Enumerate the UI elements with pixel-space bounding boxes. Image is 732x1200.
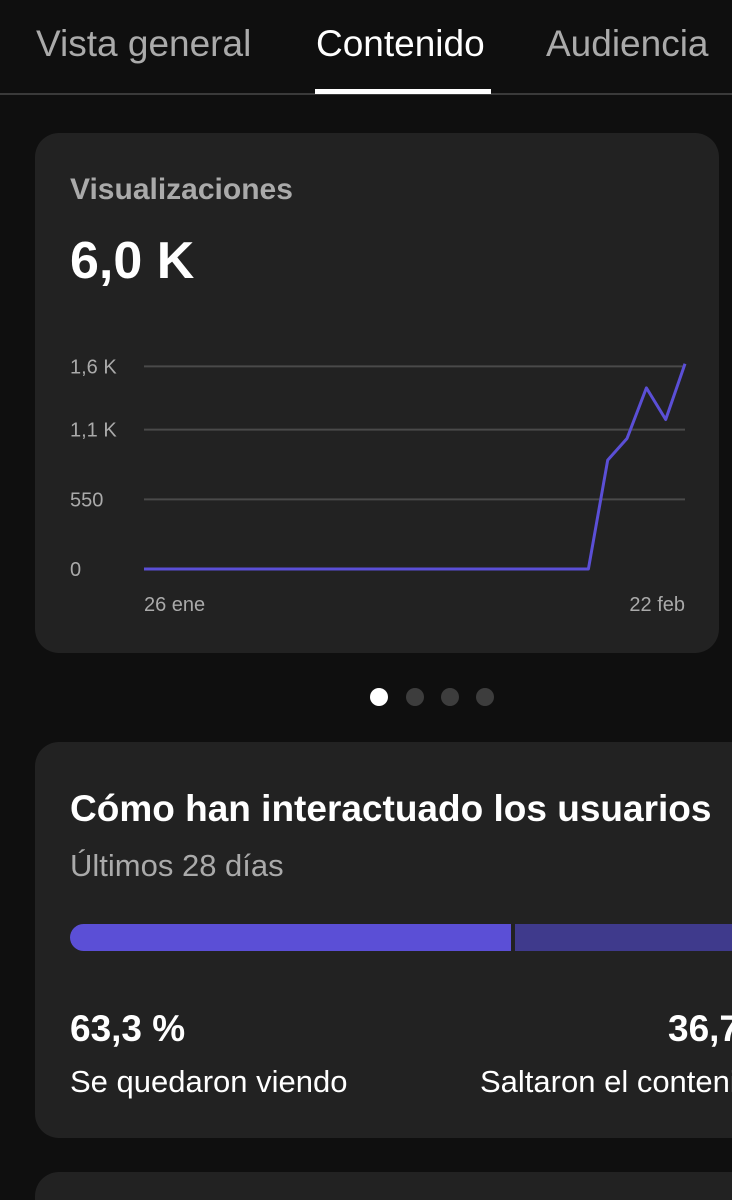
series-line: [144, 363, 687, 571]
active-tab-indicator: [315, 89, 491, 94]
tab-audiencia[interactable]: Audiencia: [546, 23, 709, 64]
carousel-pager: [370, 688, 500, 708]
tab-vista-general[interactable]: Vista general: [36, 23, 252, 64]
card-subtitle: Últimos 28 días: [70, 848, 284, 883]
views-card[interactable]: Visualizaciones 6,0 K 0 550 1,1 K 1,6 K 26 …: [35, 133, 719, 653]
y-tick-label: 1,6 K: [70, 356, 117, 378]
skipped-label: Saltaron el contenido: [480, 1064, 732, 1099]
skipped-percent: 36,7 %: [668, 1008, 732, 1049]
views-chart: 0 550 1,1 K 1,6 K 26 ene 22 feb: [70, 356, 687, 616]
pager-dot-3[interactable]: [441, 688, 459, 706]
pager-dot-4[interactable]: [476, 688, 494, 706]
pager-dot-1[interactable]: [370, 688, 388, 706]
metric-label: Visualizaciones: [70, 173, 293, 206]
tab-bar: Vista general Contenido Audiencia: [0, 0, 732, 95]
stayed-percent: 63,3 %: [70, 1008, 186, 1049]
split-bar: [70, 924, 732, 951]
stayed-label: Se quedaron viendo: [70, 1064, 348, 1099]
x-tick-label: 22 feb: [629, 594, 685, 616]
tab-contenido[interactable]: Contenido: [316, 23, 485, 64]
y-tick-label: 1,1 K: [70, 420, 117, 442]
x-tick-label: 26 ene: [144, 594, 205, 616]
metric-value: 6,0 K: [70, 232, 195, 290]
next-card[interactable]: [35, 1172, 732, 1200]
split-bar-skipped: [515, 924, 732, 951]
interaction-card[interactable]: Cómo han interactuado los usuarios Últim…: [35, 742, 732, 1138]
pager-dot-2[interactable]: [406, 688, 424, 706]
card-title: Cómo han interactuado los usuarios: [70, 788, 712, 829]
y-tick-label: 550: [70, 489, 103, 511]
split-bar-stayed: [70, 924, 511, 951]
y-tick-label: 0: [70, 559, 81, 581]
